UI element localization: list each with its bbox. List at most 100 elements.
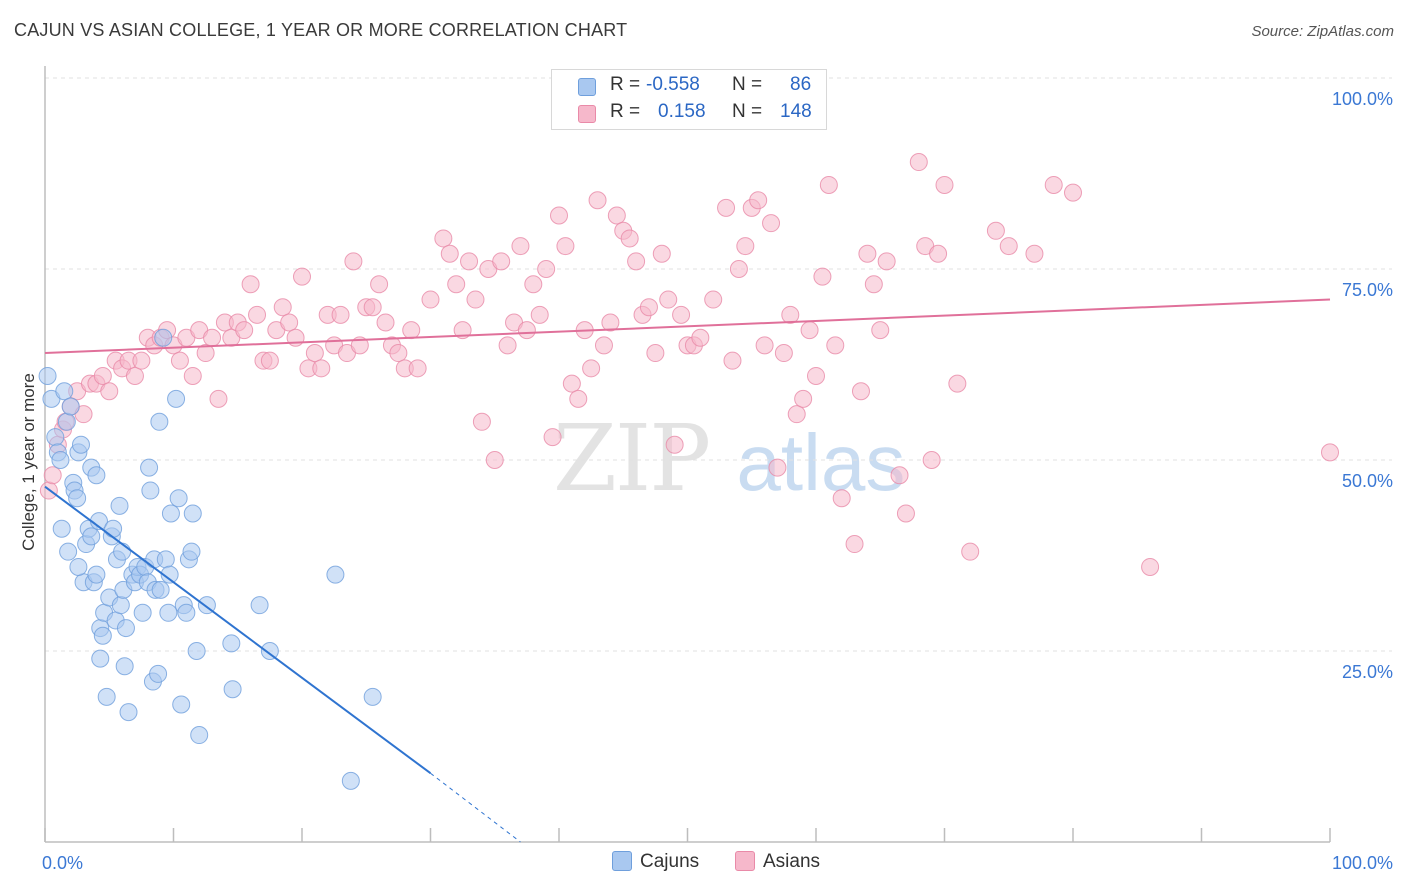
legend-swatch-cajuns <box>612 851 632 871</box>
asian-point <box>672 305 691 324</box>
asian-point <box>620 229 639 248</box>
asian-point <box>607 206 626 225</box>
asian-point <box>961 542 980 561</box>
cajun-point <box>222 634 241 653</box>
cajuns-points <box>38 328 382 790</box>
asian-point <box>999 237 1018 256</box>
cajun-point <box>133 603 152 622</box>
legend-n-label: N = <box>732 74 763 95</box>
chart-title: CAJUN VS ASIAN COLLEGE, 1 YEAR OR MORE C… <box>14 20 628 40</box>
asian-point <box>787 405 806 424</box>
asians-points <box>39 153 1339 576</box>
asian-point <box>896 504 915 523</box>
legend-r-label: R = <box>610 74 641 95</box>
asian-point <box>665 435 684 454</box>
asian-point <box>376 313 395 332</box>
legend-n-label: N = <box>732 101 763 122</box>
asian-point <box>582 359 601 378</box>
asian-point <box>273 298 292 317</box>
asian-point <box>389 344 408 363</box>
asian-point <box>768 458 787 477</box>
x-tick-label: 0.0% <box>42 853 83 873</box>
cajun-point <box>260 642 279 660</box>
cajun-point <box>160 565 179 584</box>
legend-swatch-asians <box>735 851 755 871</box>
cajun-point <box>71 435 90 454</box>
asian-point <box>344 252 363 271</box>
cajun-point <box>177 603 196 622</box>
cajun-point <box>91 649 110 668</box>
cajun-point <box>150 412 169 431</box>
cajun-point <box>223 680 242 699</box>
asian-point <box>922 451 941 469</box>
grid <box>45 77 1392 652</box>
asian-point <box>460 252 479 271</box>
cajun-point <box>104 519 123 538</box>
asian-point <box>331 305 350 324</box>
cajun-point <box>82 527 101 546</box>
cajun-point <box>110 496 129 515</box>
asian-point <box>203 328 222 347</box>
asian-point <box>550 206 568 225</box>
cajun-point <box>57 412 76 431</box>
asian-point <box>472 412 491 431</box>
asian-point <box>736 237 755 256</box>
asian-point <box>421 290 440 309</box>
y-tick-label: 100.0% <box>1332 89 1393 109</box>
asian-point <box>132 351 151 370</box>
asian-point <box>659 290 678 309</box>
asian-point <box>370 275 389 294</box>
asian-point <box>723 351 742 370</box>
legend-item-asians: Asians <box>735 851 820 873</box>
cajun-point <box>55 382 74 401</box>
cajun-point <box>149 664 168 683</box>
watermark: ZIP atlas <box>553 405 905 512</box>
cajun-point <box>46 428 65 447</box>
asian-point <box>601 313 620 332</box>
asian-point <box>196 344 215 363</box>
asian-point <box>1321 443 1339 462</box>
legend-label-asians: Asians <box>763 851 821 872</box>
asian-point <box>871 321 890 340</box>
cajuns-trend-line <box>44 485 432 775</box>
y-tick-label: 75.0% <box>1342 280 1393 300</box>
trend-lines <box>44 298 1331 843</box>
asian-point <box>717 198 736 217</box>
asian-point <box>537 260 556 278</box>
watermark-zip: ZIP <box>553 405 711 512</box>
asian-point <box>363 298 382 317</box>
asian-point <box>43 466 62 485</box>
legend-row-asians: R = 0.158 N = 148 <box>552 101 826 127</box>
cajun-point <box>59 542 78 561</box>
asian-point <box>652 244 671 263</box>
asian-point <box>248 305 267 324</box>
asian-point <box>402 321 421 340</box>
cajun-point <box>141 481 160 500</box>
cajun-point <box>38 366 57 385</box>
cajun-point <box>93 626 112 645</box>
legend-n-value: 86 <box>790 74 812 95</box>
asian-point <box>704 290 723 309</box>
cajun-point <box>61 397 80 416</box>
asian-point <box>562 374 581 393</box>
cajun-point <box>154 328 173 347</box>
asian-point <box>762 214 781 233</box>
asian-point <box>1141 557 1160 576</box>
asian-point <box>447 275 466 294</box>
asian-point <box>877 252 896 271</box>
asian-point <box>434 229 453 248</box>
source-label: Source: ZipAtlas.com <box>1251 23 1394 40</box>
asian-point <box>858 244 877 263</box>
cajun-point <box>363 687 382 706</box>
asian-point <box>453 321 472 340</box>
cajun-point <box>182 542 201 561</box>
cajun-point <box>161 504 180 523</box>
asian-point <box>588 191 607 210</box>
correlation-legend: R = -0.558 N = 86 R = 0.158 N = 148 <box>551 69 827 130</box>
asian-point <box>125 366 144 385</box>
cajun-point <box>87 565 106 584</box>
asian-point <box>646 344 665 363</box>
asian-point <box>729 260 748 278</box>
cajun-point <box>326 565 345 584</box>
